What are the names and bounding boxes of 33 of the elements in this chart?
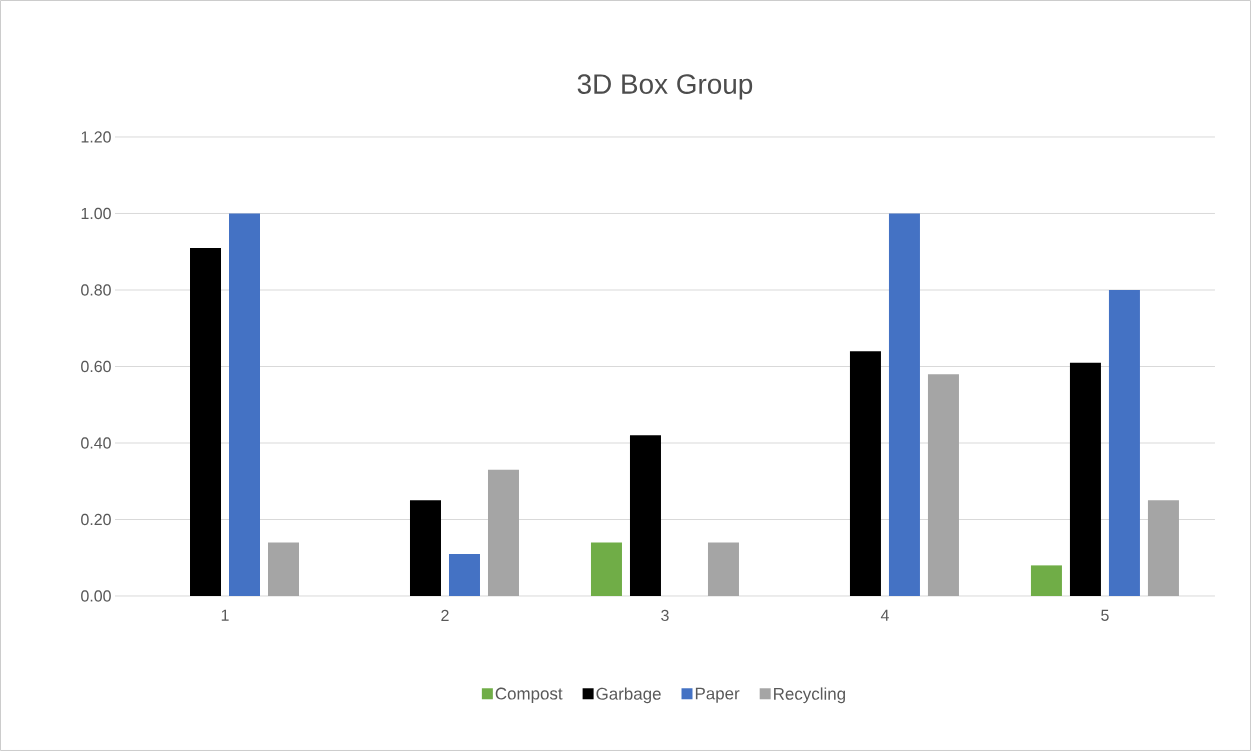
y-tick-label: 0.00: [81, 590, 111, 602]
x-tick-label: 5: [1101, 609, 1109, 621]
bar: [849, 351, 881, 596]
bar: [1108, 289, 1140, 596]
chart-title: 3D Box Group: [577, 74, 753, 100]
y-tick-label: 0.40: [81, 437, 111, 449]
bar: [927, 374, 959, 596]
legend-label: Paper: [695, 687, 740, 703]
legend-label: Compost: [495, 687, 563, 703]
y-tick-label: 1.20: [81, 131, 111, 143]
bar: [190, 247, 221, 596]
y-tick-label: 0.60: [81, 360, 111, 373]
bar: [268, 542, 299, 596]
bar: [229, 213, 260, 596]
bar: [590, 542, 622, 596]
legend-label: Garbage: [596, 687, 661, 704]
x-tick-label: 4: [880, 609, 889, 621]
x-tick-label: 1: [221, 609, 229, 621]
bar: [448, 553, 480, 596]
bar: [707, 542, 739, 596]
x-tick-label: 3: [661, 609, 669, 622]
bar: [629, 435, 661, 596]
bar: [1030, 565, 1062, 596]
bar: [487, 469, 519, 596]
y-tick-label: 1.00: [81, 207, 111, 220]
y-tick-label: 0.20: [81, 513, 111, 526]
bar: [1069, 362, 1101, 596]
y-tick-label: 0.80: [81, 284, 111, 296]
legend-label: Recycling: [774, 687, 845, 704]
bar: [888, 213, 920, 596]
bar: [409, 500, 441, 596]
x-tick-label: 2: [441, 609, 449, 621]
bar: [1147, 500, 1179, 596]
